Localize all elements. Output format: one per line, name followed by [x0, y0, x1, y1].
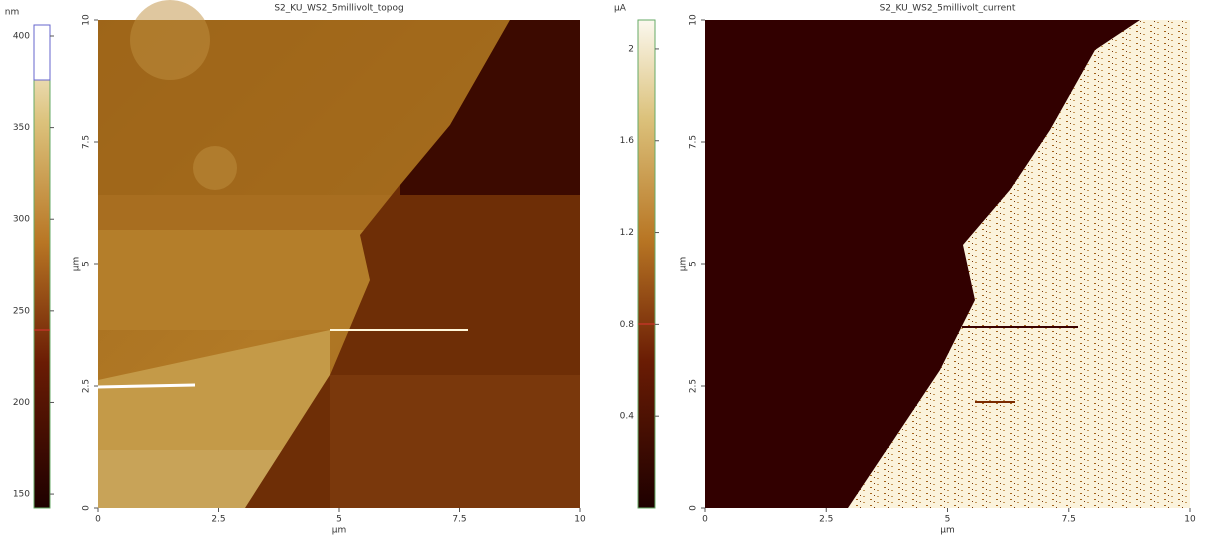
topography-image: [97, 0, 580, 508]
colorbar-unit: nm: [5, 8, 19, 18]
y-axis-label: µm: [72, 257, 82, 272]
colorbar-tick-label: 400: [13, 31, 30, 41]
colorbar-unit: µA: [614, 4, 627, 14]
x-tick-label: 7.5: [1062, 515, 1076, 525]
x-tick-label: 7.5: [452, 515, 466, 525]
y-tick-label: 0: [82, 505, 92, 511]
x-tick-label: 0: [95, 515, 101, 525]
panel-title: S2_KU_WS2_5millivolt_topog: [274, 4, 403, 14]
colorbar-tick-label: 200: [13, 398, 30, 408]
colorbar-tick-label: 250: [13, 306, 30, 316]
colorbar-tick-label: 150: [13, 490, 30, 500]
current-image: [705, 20, 1190, 508]
x-axis-label: µm: [940, 526, 955, 536]
panel-title: S2_KU_WS2_5millivolt_current: [880, 4, 1016, 14]
y-tick-label: 10: [82, 14, 92, 26]
y-tick-label: 7.5: [82, 135, 92, 149]
colorbar: [637, 19, 656, 509]
colorbar: [33, 24, 51, 509]
x-tick-label: 10: [574, 515, 586, 525]
y-tick-label: 5: [82, 261, 92, 267]
colorbar-tick-label: 1.2: [620, 228, 634, 238]
y-tick-label: 7.5: [689, 135, 699, 149]
x-tick-label: 5: [945, 515, 951, 525]
x-tick-label: 2.5: [211, 515, 225, 525]
colorbar-tick-label: 0.8: [620, 320, 635, 330]
colorbar-cap: [33, 24, 51, 81]
x-tick-label: 0: [702, 515, 708, 525]
colorbar-tick-label: 350: [13, 123, 30, 133]
y-tick-label: 2.5: [82, 379, 92, 393]
colorbar-tick-label: 300: [13, 215, 30, 225]
x-tick-label: 5: [336, 515, 342, 525]
x-tick-label: 2.5: [819, 515, 833, 525]
y-tick-label: 10: [689, 14, 699, 26]
colorbar-tick-label: 0.4: [620, 412, 635, 422]
y-tick-label: 5: [689, 261, 699, 267]
x-axis-label: µm: [332, 526, 347, 536]
colorbar-tick-label: 2: [628, 44, 634, 54]
y-axis-label: µm: [679, 257, 689, 272]
y-tick-label: 0: [689, 505, 699, 511]
colorbar-tick-label: 1.6: [620, 136, 635, 146]
x-tick-label: 10: [1184, 515, 1196, 525]
y-tick-label: 2.5: [689, 379, 699, 393]
